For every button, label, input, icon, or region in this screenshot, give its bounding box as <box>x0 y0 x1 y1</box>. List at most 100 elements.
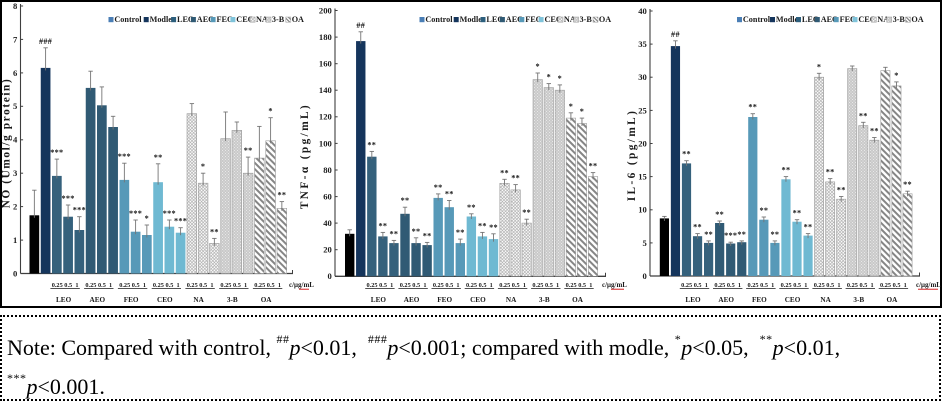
svg-text:FEO: FEO <box>124 296 139 304</box>
svg-text:0.25 0.5 1: 0.25 0.5 1 <box>748 282 775 289</box>
svg-text:3-B: 3-B <box>893 15 906 24</box>
svg-text:*: * <box>817 62 821 71</box>
svg-text:20: 20 <box>323 245 332 255</box>
svg-text:*: * <box>580 107 584 116</box>
svg-text:FEO: FEO <box>437 296 452 304</box>
svg-text:***: *** <box>62 194 75 203</box>
svg-text:*: * <box>145 214 149 223</box>
svg-text:FEO: FEO <box>217 15 234 24</box>
svg-text:**: ** <box>715 210 724 219</box>
svg-text:FEO: FEO <box>525 15 542 24</box>
svg-text:**: ** <box>793 209 802 218</box>
svg-text:OA: OA <box>887 296 899 304</box>
svg-text:***: *** <box>73 206 86 215</box>
svg-text:***: *** <box>163 209 176 218</box>
svg-text:NO (Umol/g protein): NO (Umol/g protein) <box>1 78 13 209</box>
svg-text:5: 5 <box>643 238 647 248</box>
svg-text:**: ** <box>478 221 487 230</box>
svg-text:40: 40 <box>638 6 647 16</box>
svg-text:***: *** <box>174 217 187 226</box>
svg-text:**: ** <box>589 162 598 171</box>
svg-text:##: ## <box>356 21 365 30</box>
svg-text:**: ** <box>759 206 768 215</box>
svg-text:*: * <box>536 62 540 71</box>
svg-text:c/μg/mL: c/μg/mL <box>289 281 314 289</box>
svg-text:0.25 0.5 1: 0.25 0.5 1 <box>433 282 460 289</box>
svg-text:**: ** <box>837 186 846 195</box>
svg-text:5: 5 <box>13 101 17 111</box>
svg-text:c/μg/mL: c/μg/mL <box>916 281 941 289</box>
svg-text:200: 200 <box>319 5 332 15</box>
svg-text:20: 20 <box>638 138 647 148</box>
svg-text:Control: Control <box>114 15 142 24</box>
svg-text:35: 35 <box>638 39 647 49</box>
svg-text:**: ** <box>782 166 791 175</box>
svg-text:0.25 0.5 1: 0.25 0.5 1 <box>367 282 394 289</box>
svg-text:**: ** <box>367 140 376 149</box>
svg-text:IL-6 (pg/mL): IL-6 (pg/mL) <box>626 109 638 202</box>
svg-text:180: 180 <box>319 32 332 42</box>
svg-text:**: ** <box>771 230 780 239</box>
svg-text:c/μg/mL: c/μg/mL <box>602 281 627 289</box>
svg-text:**: ** <box>154 153 163 162</box>
svg-text:OA: OA <box>261 296 273 304</box>
svg-text:0.25 0.5 1: 0.25 0.5 1 <box>153 282 180 289</box>
svg-text:NA: NA <box>820 296 831 304</box>
svg-text:0.25 0.5 1: 0.25 0.5 1 <box>254 282 281 289</box>
svg-text:***: *** <box>129 209 142 218</box>
svg-text:NA: NA <box>193 296 204 304</box>
svg-text:4: 4 <box>13 135 18 145</box>
svg-text:FEO: FEO <box>752 296 767 304</box>
svg-text:0.25 0.5 1: 0.25 0.5 1 <box>466 282 493 289</box>
svg-text:OA: OA <box>599 15 611 24</box>
svg-text:0.25 0.5 1: 0.25 0.5 1 <box>681 282 708 289</box>
svg-text:Modle: Modle <box>776 15 799 24</box>
svg-text:TNF-α (pg/mL): TNF-α (pg/mL) <box>299 103 311 209</box>
svg-text:LEO: LEO <box>486 15 503 24</box>
svg-text:**: ** <box>748 103 757 112</box>
svg-text:100: 100 <box>319 138 332 148</box>
svg-text:*: * <box>569 102 573 111</box>
svg-text:0: 0 <box>643 271 647 281</box>
svg-text:40: 40 <box>323 218 332 228</box>
svg-text:OA: OA <box>911 15 923 24</box>
svg-text:NA: NA <box>564 15 576 24</box>
svg-text:NA: NA <box>256 15 268 24</box>
svg-text:CEO: CEO <box>785 296 801 304</box>
svg-text:3-B: 3-B <box>272 15 285 24</box>
svg-text:80: 80 <box>323 165 332 175</box>
svg-text:CEO: CEO <box>236 15 254 24</box>
svg-text:***: *** <box>724 231 737 240</box>
svg-text:0.25 0.5 1: 0.25 0.5 1 <box>119 282 146 289</box>
svg-text:3-B: 3-B <box>853 296 864 304</box>
svg-text:7: 7 <box>13 34 18 44</box>
svg-text:**: ** <box>378 221 387 230</box>
svg-text:Modle: Modle <box>150 15 173 24</box>
svg-text:Modle: Modle <box>460 15 483 24</box>
svg-text:140: 140 <box>319 85 332 95</box>
svg-text:LEO: LEO <box>685 296 701 304</box>
svg-text:**: ** <box>244 146 253 155</box>
svg-text:**: ** <box>445 190 454 199</box>
svg-text:0.25 0.5 1: 0.25 0.5 1 <box>880 282 907 289</box>
svg-text:*: * <box>894 71 898 80</box>
svg-text:160: 160 <box>319 59 332 69</box>
svg-text:0.25 0.5 1: 0.25 0.5 1 <box>781 282 808 289</box>
svg-text:*: * <box>201 162 205 171</box>
svg-text:15: 15 <box>638 172 647 182</box>
svg-text:0.25 0.5 1: 0.25 0.5 1 <box>499 282 526 289</box>
svg-text:**: ** <box>434 183 443 192</box>
svg-text:0.25 0.5 1: 0.25 0.5 1 <box>52 282 79 289</box>
svg-text:AEO: AEO <box>197 15 215 24</box>
svg-text:0: 0 <box>13 268 17 278</box>
svg-text:LEO: LEO <box>56 296 72 304</box>
svg-text:**: ** <box>826 168 835 177</box>
svg-text:LEO: LEO <box>802 15 819 24</box>
svg-text:**: ** <box>704 230 713 239</box>
svg-text:25: 25 <box>638 105 647 115</box>
svg-text:NA: NA <box>506 296 517 304</box>
svg-text:CEO: CEO <box>470 296 486 304</box>
svg-text:**: ** <box>511 174 520 183</box>
svg-text:3: 3 <box>13 168 17 178</box>
svg-text:AEO: AEO <box>718 296 734 304</box>
